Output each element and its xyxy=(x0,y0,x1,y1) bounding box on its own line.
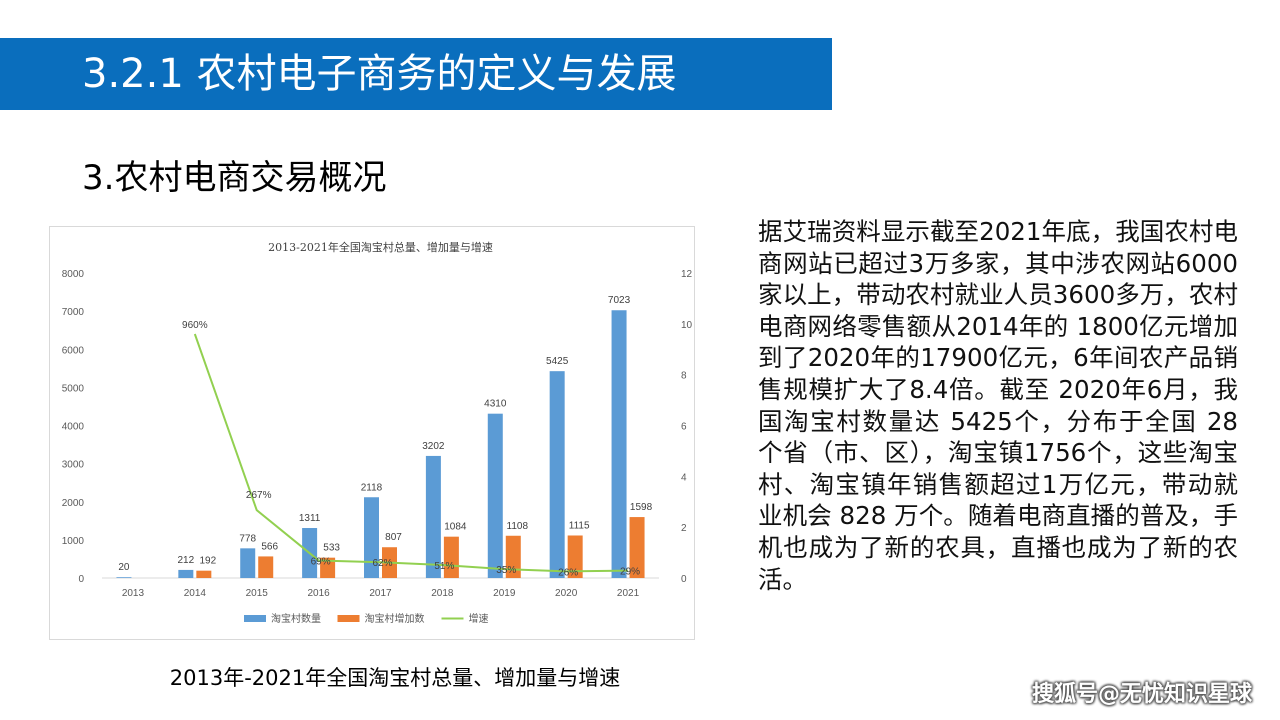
bar-data-label: 1084 xyxy=(444,522,467,533)
bar-data-label: 1115 xyxy=(569,520,590,531)
bar-data-label: 1311 xyxy=(299,513,321,524)
bar-data-label: 5425 xyxy=(546,356,569,367)
bar-village-count xyxy=(364,497,379,578)
bar-village-increase xyxy=(320,557,336,578)
bar-data-label: 778 xyxy=(239,533,256,544)
line-data-label: 35% xyxy=(496,565,516,576)
legend-label: 淘宝村数量 xyxy=(271,612,321,625)
bar-data-label: 533 xyxy=(323,543,340,554)
line-data-label: 69% xyxy=(311,556,331,567)
growth-rate-line xyxy=(193,333,629,573)
y-tick-label: 1000 xyxy=(62,536,85,547)
legend-swatch xyxy=(337,615,360,622)
x-tick-label: 2018 xyxy=(431,588,454,599)
y2-tick-label: 2 xyxy=(681,523,687,534)
y-tick-label: 5000 xyxy=(62,383,85,394)
y2-tick-label: 10 xyxy=(681,320,693,331)
bar-village-count xyxy=(116,577,132,578)
x-tick-label: 2015 xyxy=(246,588,269,599)
y2-tick-label: 12 xyxy=(681,269,693,280)
y-tick-label: 8000 xyxy=(62,269,85,280)
bar-village-increase xyxy=(505,535,521,578)
bar-village-increase xyxy=(258,556,274,578)
bar-village-count xyxy=(240,548,256,578)
y2-tick-label: 8 xyxy=(681,371,687,382)
bar-data-label: 20 xyxy=(118,562,130,573)
chart-title: 2013-2021年全国淘宝村总量、增加量与增速 xyxy=(268,240,493,254)
x-tick-label: 2019 xyxy=(493,588,516,599)
line-data-label: 267% xyxy=(246,490,272,501)
y2-tick-label: 6 xyxy=(681,422,687,433)
bar-village-increase xyxy=(443,536,459,578)
y-tick-label: 7000 xyxy=(62,307,85,318)
title-banner: 3.2.1 农村电子商务的定义与发展 xyxy=(0,38,832,110)
bar-data-label: 2118 xyxy=(361,482,383,493)
chart-caption: 2013年-2021年全国淘宝村总量、增加量与增速 xyxy=(169,666,621,690)
bar-village-count xyxy=(549,371,565,578)
y-tick-label: 2000 xyxy=(62,498,85,509)
line-data-label: 960% xyxy=(182,320,208,331)
watermark: 搜狐号@无忧知识星球 xyxy=(1031,682,1252,707)
bar-data-label: 1108 xyxy=(507,521,529,532)
bar-village-increase xyxy=(629,517,645,578)
bar-village-count xyxy=(611,310,627,578)
bar-data-label: 807 xyxy=(385,532,402,543)
x-tick-label: 2017 xyxy=(369,588,392,599)
x-tick-label: 2016 xyxy=(307,588,330,599)
bar-village-count xyxy=(487,413,503,578)
section-title: 3.农村电商交易概况 xyxy=(82,158,387,198)
body-paragraph: 据艾瑞资料显示截至2021年底，我国农村电商网站已超过3万多家，其中涉农网站60… xyxy=(758,217,1238,594)
chart-container: 2013-2021年全国淘宝村总量、增加量与增速 0 1000 2000 3000 400… xyxy=(49,226,695,640)
x-tick-label: 2020 xyxy=(555,588,578,599)
line-data-label: 62% xyxy=(372,558,392,569)
legend-swatch xyxy=(244,615,266,622)
line-data-label: 26% xyxy=(558,567,578,578)
y2-tick-label: 4 xyxy=(681,472,687,483)
y-tick-label: 4000 xyxy=(62,422,85,433)
bar-data-label: 1598 xyxy=(630,502,653,513)
x-tick-label: 2021 xyxy=(617,588,640,599)
bar-data-label: 4310 xyxy=(484,399,507,410)
taobao-village-chart: 2013-2021年全国淘宝村总量、增加量与增速 0 1000 2000 3000 400… xyxy=(62,240,693,625)
bar-data-label: 566 xyxy=(261,541,278,552)
page-title: 3.2.1 农村电子商务的定义与发展 xyxy=(82,51,677,97)
line-data-label: 29% xyxy=(620,567,640,578)
line-data-label: 51% xyxy=(434,561,454,572)
legend-label: 淘宝村增加数 xyxy=(365,612,425,625)
y2-tick-label: 0 xyxy=(681,574,687,585)
bar-village-count xyxy=(425,455,441,578)
bar-village-increase xyxy=(567,535,583,578)
y-tick-label: 0 xyxy=(78,574,84,585)
bar-data-label: 3202 xyxy=(422,441,445,452)
bar-data-label: 212 xyxy=(177,555,194,566)
y-tick-label: 3000 xyxy=(62,460,85,471)
bar-village-increase xyxy=(196,570,212,578)
bar-village-count xyxy=(178,569,194,578)
legend-label: 增速 xyxy=(469,612,489,625)
x-tick-label: 2013 xyxy=(122,588,145,599)
bar-data-label: 192 xyxy=(199,556,216,567)
x-tick-label: 2014 xyxy=(184,588,207,599)
bar-data-label: 7023 xyxy=(608,295,631,306)
y-tick-label: 6000 xyxy=(62,345,85,356)
